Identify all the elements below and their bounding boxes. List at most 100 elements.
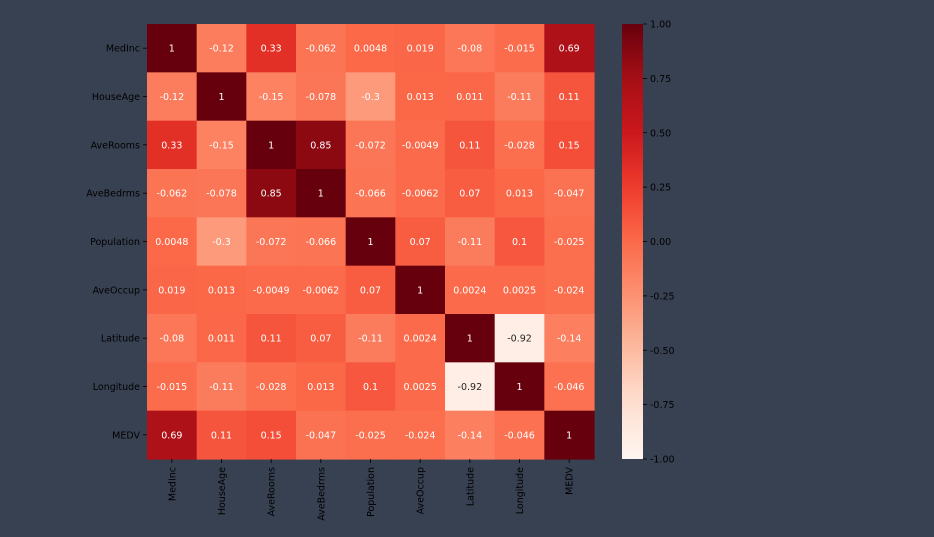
cell-annotation: -0.028 [504, 140, 535, 151]
x-tick-label: MedInc [167, 467, 178, 501]
cell-annotation: 0.85 [310, 140, 331, 151]
heatmap-cell [246, 265, 297, 315]
cell-annotation: 1 [516, 382, 522, 393]
x-tick-label: AveRooms [267, 467, 278, 516]
colorbar-tick-label: 1.00 [650, 20, 671, 31]
cell-annotation: -0.0062 [402, 189, 439, 200]
cell-annotation: 0.11 [261, 334, 282, 345]
heatmap-cell [196, 314, 247, 363]
heatmap-cell [147, 362, 198, 412]
y-tick-label: AveRooms [91, 140, 140, 151]
cell-annotation: 0.019 [407, 44, 434, 55]
cell-annotation: -0.92 [507, 334, 532, 345]
heatmap-cell [196, 217, 247, 267]
heatmap-cell [494, 169, 545, 218]
heatmap-cell [445, 120, 496, 170]
heatmap-cell [494, 120, 545, 170]
cell-annotation: -0.08 [458, 44, 483, 55]
heatmap-cell [147, 410, 198, 460]
cell-annotation: 1 [268, 140, 274, 151]
x-tick-label: MEDV [565, 467, 576, 495]
heatmap-cell [147, 169, 198, 218]
heatmap-cell [345, 410, 396, 460]
heatmap-cell [296, 169, 347, 218]
cell-annotation: -0.066 [355, 189, 386, 200]
cell-annotation: -0.0049 [402, 140, 439, 151]
heatmap-cell [147, 217, 198, 267]
heatmap-cell [395, 169, 446, 218]
cell-annotation: -0.11 [507, 92, 532, 103]
x-tick-label: HouseAge [217, 467, 228, 515]
cell-annotation: 0.0025 [404, 382, 437, 393]
cell-annotation: -0.15 [259, 92, 284, 103]
cell-annotation: 0.11 [459, 140, 480, 151]
heatmap-cell [395, 120, 446, 170]
cell-annotation: 0.011 [456, 92, 483, 103]
cell-annotation: -0.14 [458, 430, 483, 441]
heatmap-cell [395, 217, 446, 267]
cell-annotation: -0.015 [157, 382, 188, 393]
heatmap-cell [147, 72, 198, 122]
heatmap-cell [196, 362, 247, 412]
y-axis-tick-labels: MedInc HouseAge AveRooms AveBedrms Populatio… [86, 44, 147, 441]
heatmap-cell [296, 314, 347, 363]
heatmap-cell [246, 120, 297, 170]
cell-annotation: 0.013 [506, 189, 533, 200]
cell-annotation: -0.025 [355, 430, 386, 441]
heatmap-cell [445, 410, 496, 460]
heatmap-cell [544, 24, 595, 73]
colorbar-tick-label: -1.00 [650, 455, 675, 466]
heatmap-cell [544, 120, 595, 170]
heatmap-cell [445, 362, 496, 412]
cell-annotation: -0.078 [206, 189, 237, 200]
cell-annotation: 0.013 [307, 382, 334, 393]
heatmap-cell [196, 265, 247, 315]
heatmap-cell [296, 265, 347, 315]
cell-annotation: 1 [566, 430, 572, 441]
cell-annotation: 0.07 [459, 189, 480, 200]
cell-annotation: 1 [367, 237, 373, 248]
heatmap-cell [345, 265, 396, 315]
heatmap-cell [544, 72, 595, 122]
heatmap-cell [544, 265, 595, 315]
cell-annotation: 0.11 [211, 430, 232, 441]
cell-annotation: 0.0025 [503, 285, 536, 296]
cell-annotation: -0.024 [554, 285, 585, 296]
colorbar-gradient [622, 24, 643, 459]
x-tick-label: AveOccup [416, 467, 427, 514]
heatmap-cell [544, 217, 595, 267]
heatmap-cell [395, 362, 446, 412]
cell-annotation: -0.92 [458, 382, 483, 393]
heatmap-cell [494, 72, 545, 122]
cell-annotation: 0.0024 [404, 334, 437, 345]
heatmap-annotations: 1 -0.12 0.33 -0.062 0.0048 0.019 -0.08 -0.015 0.… [155, 44, 584, 442]
heatmap-cell [246, 362, 297, 412]
cell-annotation: 0.011 [208, 334, 235, 345]
heatmap-cell [147, 265, 198, 315]
heatmap-cell [494, 362, 545, 412]
heatmap-cell [296, 24, 347, 73]
cell-annotation: 1 [467, 334, 473, 345]
heatmap-cell [395, 265, 446, 315]
cell-annotation: 1 [417, 285, 423, 296]
heatmap-cell [395, 314, 446, 363]
cell-annotation: 0.15 [559, 140, 580, 151]
heatmap-cell [445, 24, 496, 73]
heatmap-cell [246, 24, 297, 73]
cell-annotation: -0.072 [256, 237, 287, 248]
cell-annotation: 0.69 [559, 44, 580, 55]
cell-annotation: -0.0062 [302, 285, 339, 296]
cell-annotation: 0.69 [161, 430, 182, 441]
heatmap-cell [395, 410, 446, 460]
heatmap-cell [296, 120, 347, 170]
cell-annotation: -0.072 [355, 140, 386, 151]
heatmap-cell [147, 24, 198, 73]
cell-annotation: -0.3 [361, 92, 380, 103]
cell-annotation: -0.047 [306, 430, 337, 441]
heatmap-cell [147, 314, 198, 363]
heatmap-cell [494, 217, 545, 267]
cell-annotation: -0.028 [256, 382, 287, 393]
cell-annotation: -0.08 [160, 334, 185, 345]
cell-annotation: -0.0049 [253, 285, 290, 296]
